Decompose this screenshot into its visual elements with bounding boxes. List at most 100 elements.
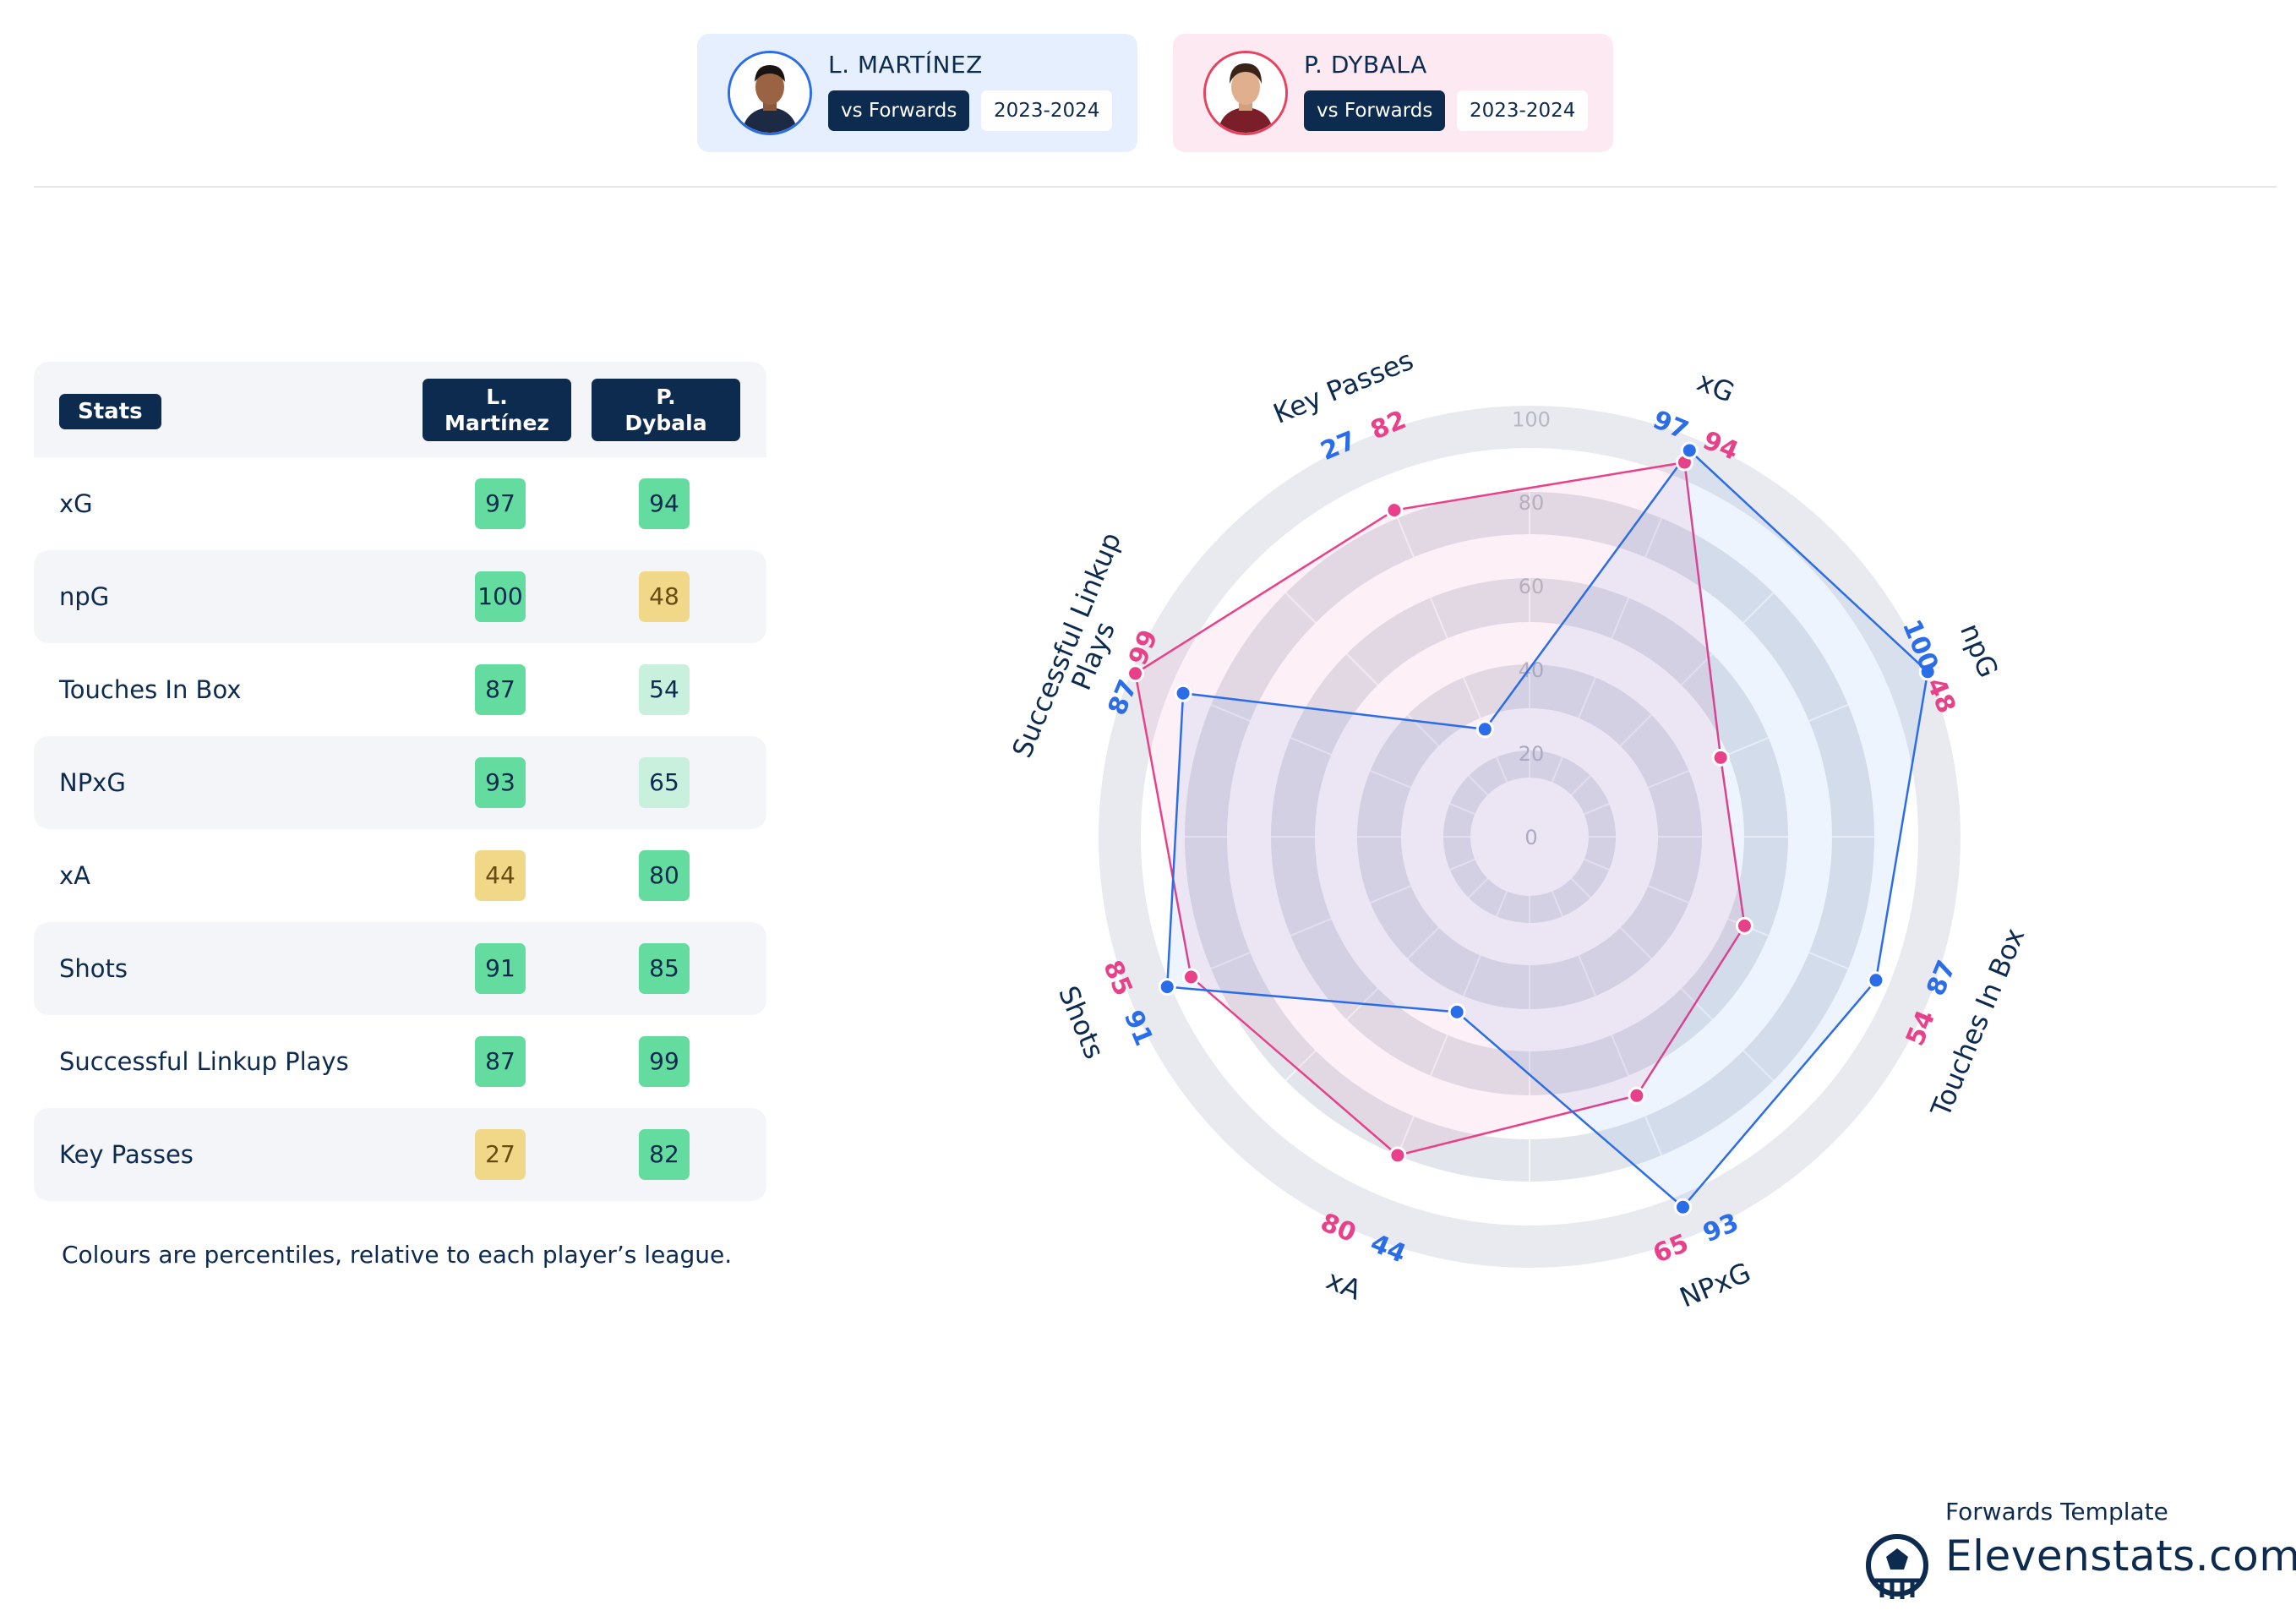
stat-value-martinez: 91 (475, 943, 526, 994)
stat-value-martinez: 27 (475, 1129, 526, 1180)
stat-label: Shots (59, 954, 128, 983)
radar-axis-label: xA (1322, 1264, 1366, 1307)
stat-value-martinez: 93 (475, 757, 526, 808)
table-row: xG 97 94 (34, 457, 766, 550)
comparison-context-badge[interactable]: vs Forwards (828, 90, 970, 131)
stat-value-dybala: 82 (639, 1129, 690, 1180)
radar-point (1181, 968, 1200, 986)
stat-label: Touches In Box (59, 675, 242, 704)
radar-axis-label: npG (1954, 619, 2004, 682)
column-header-line: Martínez (444, 411, 549, 435)
radar-spoke (1529, 687, 1890, 838)
stat-label: xG (59, 489, 93, 518)
radar-chart: 020406080100xG9794npG10048Touches In Box… (1006, 344, 2031, 1314)
season-badge[interactable]: 2023-2024 (981, 90, 1113, 131)
stat-value-dybala: 80 (639, 850, 690, 901)
table-row: npG 100 48 (34, 550, 766, 643)
radar-point (1448, 1002, 1466, 1021)
radar-axis-label-text: Shots (1052, 981, 1110, 1063)
radar-spoke (1170, 687, 1530, 838)
radar-point (1628, 1086, 1646, 1105)
season-badge[interactable]: 2023-2024 (1457, 90, 1589, 131)
table-row: xA 44 80 (34, 829, 766, 922)
stat-label: NPxG (59, 768, 126, 797)
player-card-dybala[interactable]: P. DYBALA vs Forwards 2023-2024 (1173, 34, 1613, 152)
stat-label: Successful Linkup Plays (59, 1047, 349, 1076)
player-avatar (728, 51, 812, 135)
radar-spoke (1529, 477, 1679, 838)
radar-spoke (1254, 836, 1530, 1112)
stat-label: Key Passes (59, 1140, 194, 1169)
player-card-martinez[interactable]: L. MARTÍNEZ vs Forwards 2023-2024 (697, 34, 1137, 152)
stat-value-dybala: 65 (639, 757, 690, 808)
radar-tick-label: 100 (1512, 407, 1551, 431)
radar-spoke (1529, 836, 1890, 986)
radar-spoke (1529, 836, 1805, 1112)
stat-label: npG (59, 582, 110, 611)
radar-axis-label: Shots (1052, 981, 1110, 1063)
stat-label: xA (59, 861, 91, 890)
radar-point (1475, 720, 1494, 739)
column-header-line: Dybala (624, 411, 707, 435)
radar-tick-label: 20 (1519, 742, 1545, 766)
stat-value-dybala: 48 (639, 571, 690, 622)
table-row: Touches In Box 87 54 (34, 643, 766, 736)
radar-point (1867, 971, 1885, 990)
stat-value-dybala: 94 (639, 478, 690, 529)
header-divider (34, 186, 2277, 188)
radar-axis-label: xG (1693, 365, 1739, 409)
radar-spoke (1170, 836, 1530, 986)
radar-spoke (1529, 561, 1805, 838)
column-header-martinez: L. Martínez (423, 379, 571, 441)
stat-value-martinez: 87 (475, 1036, 526, 1087)
stat-value-dybala: 54 (639, 664, 690, 715)
radar-point (1388, 1146, 1407, 1165)
radar-point (1918, 663, 1937, 681)
radar-spoke (1529, 836, 1679, 1197)
radar-spoke (1254, 561, 1530, 838)
column-header-line: P. (656, 385, 676, 409)
table-row: Key Passes 27 82 (34, 1108, 766, 1201)
radar-point (1680, 441, 1699, 460)
radar-axis-label-text: npG (1954, 619, 2004, 682)
stat-value-martinez: 44 (475, 850, 526, 901)
radar-point (1674, 1198, 1693, 1216)
radar-point (1174, 684, 1192, 702)
player-photo-icon (1206, 53, 1285, 133)
stats-header-label: Stats (59, 394, 161, 429)
template-label: Forwards Template (1945, 1498, 2168, 1526)
stats-table: Stats L. Martínez P. Dybala xG 97 94 npG… (34, 362, 766, 1201)
radar-tick-label: 0 (1524, 826, 1537, 849)
player-name: P. DYBALA (1304, 51, 1427, 79)
brand-name[interactable]: Elevenstats.com (1945, 1531, 2296, 1581)
radar-axis-label-text: NPxG (1675, 1256, 1755, 1313)
radar-point (1711, 748, 1730, 767)
table-header: Stats L. Martínez P. Dybala (34, 362, 766, 457)
radar-point (1385, 501, 1404, 520)
player-name: L. MARTÍNEZ (828, 51, 983, 79)
table-row: NPxG 93 65 (34, 736, 766, 829)
radar-axis-label: NPxG (1675, 1256, 1755, 1313)
table-row: Successful Linkup Plays 87 99 (34, 1015, 766, 1108)
radar-point (1158, 978, 1176, 996)
percentile-footnote: Colours are percentiles, relative to eac… (62, 1241, 733, 1269)
radar-spoke (1380, 477, 1530, 838)
radar-axis-label-text: xG (1693, 365, 1739, 409)
column-header-line: L. (486, 385, 508, 409)
comparison-context-badge[interactable]: vs Forwards (1304, 90, 1446, 131)
player-photo-icon (730, 53, 810, 133)
stat-value-dybala: 99 (639, 1036, 690, 1087)
radar-tick-label: 60 (1519, 575, 1545, 598)
soccer-ball-logo-icon (1866, 1534, 1928, 1599)
stat-value-dybala: 85 (639, 943, 690, 994)
table-row: Shots 91 85 (34, 922, 766, 1015)
radar-point (1735, 916, 1753, 935)
radar-axis-label-text: xA (1322, 1264, 1366, 1307)
radar-tick-label: 80 (1519, 491, 1545, 515)
player-avatar (1203, 51, 1288, 135)
stat-value-martinez: 100 (475, 571, 526, 622)
column-header-dybala: P. Dybala (592, 379, 740, 441)
radar-point (1126, 664, 1145, 683)
stat-value-martinez: 97 (475, 478, 526, 529)
stat-value-martinez: 87 (475, 664, 526, 715)
